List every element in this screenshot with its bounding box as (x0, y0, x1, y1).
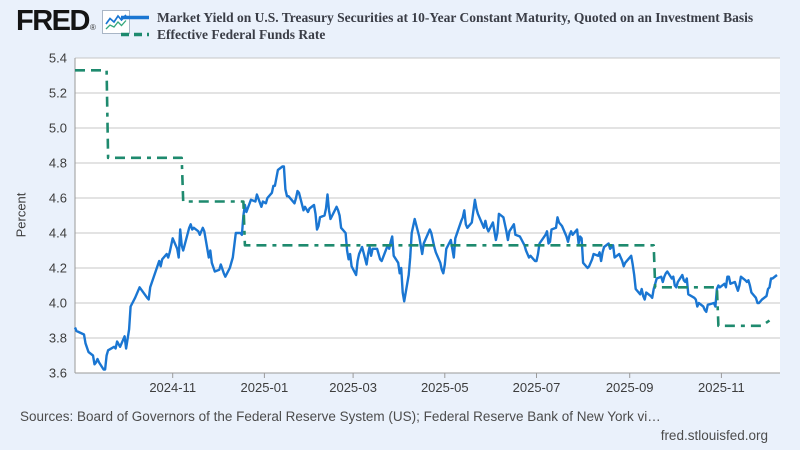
registered-trademark-icon: ® (89, 23, 96, 32)
dashed-line-swatch-icon (121, 32, 149, 37)
x-tick-label: 2024-11 (149, 380, 196, 395)
legend-item-treasury-yield[interactable]: Market Yield on U.S. Treasury Securities… (120, 9, 753, 26)
x-tick-label: 2025-05 (421, 380, 469, 395)
y-tick-label: 5.4 (49, 51, 67, 66)
legend-label-effective-federal-funds-rate: Effective Federal Funds Rate (157, 26, 326, 42)
y-tick-label: 4.2 (49, 261, 67, 276)
x-tick-label: 2025-09 (606, 380, 654, 395)
solid-line-swatch-icon (121, 15, 149, 20)
y-tick-label: 3.6 (49, 366, 67, 381)
chart-legend: Market Yield on U.S. Treasury Securities… (120, 9, 753, 43)
y-tick-label: 3.8 (49, 331, 67, 346)
legend-item-effective-federal-funds-rate[interactable]: Effective Federal Funds Rate (120, 26, 753, 43)
fred-site-link[interactable]: fred.stlouisfed.org (660, 428, 768, 443)
fred-logo[interactable]: FRED ® (16, 6, 130, 36)
y-tick-label: 5.2 (49, 86, 67, 101)
y-tick-label: 4.0 (49, 296, 67, 311)
x-tick-label: 2025-11 (698, 380, 745, 395)
line-chart-icon (101, 10, 130, 34)
plot-background (75, 58, 780, 373)
y-tick-label: 5.0 (49, 121, 67, 136)
sources-text: Sources: Board of Governors of the Feder… (20, 409, 661, 424)
fred-logo-text: FRED (16, 5, 90, 37)
x-tick-label: 2025-03 (329, 380, 377, 395)
x-tick-label: 2025-01 (241, 380, 289, 395)
x-tick-label: 2025-07 (513, 380, 561, 395)
treasury-yield-line (73, 165, 778, 371)
y-tick-label: 4.8 (49, 156, 67, 171)
y-tick-label: 4.6 (49, 191, 67, 206)
y-tick-label: 4.4 (49, 226, 67, 241)
legend-label-treasury-yield: Market Yield on U.S. Treasury Securities… (157, 9, 754, 25)
effr-line (75, 69, 771, 328)
